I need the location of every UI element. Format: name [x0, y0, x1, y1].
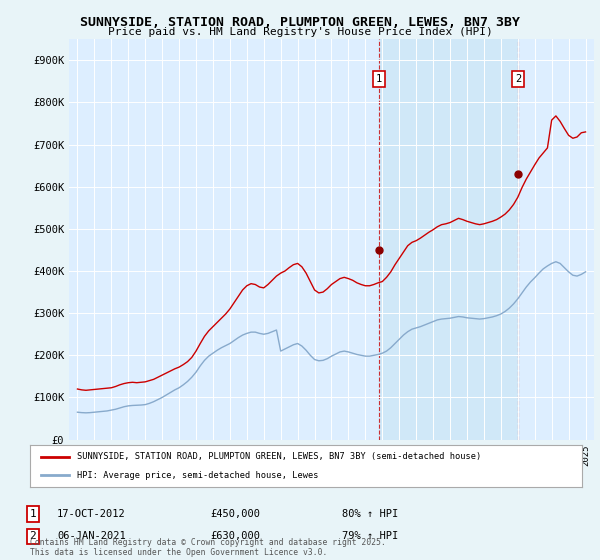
Text: SUNNYSIDE, STATION ROAD, PLUMPTON GREEN, LEWES, BN7 3BY (semi-detached house): SUNNYSIDE, STATION ROAD, PLUMPTON GREEN,…: [77, 452, 481, 461]
Text: Contains HM Land Registry data © Crown copyright and database right 2025.
This d: Contains HM Land Registry data © Crown c…: [30, 538, 386, 557]
Text: SUNNYSIDE, STATION ROAD, PLUMPTON GREEN, LEWES, BN7 3BY: SUNNYSIDE, STATION ROAD, PLUMPTON GREEN,…: [80, 16, 520, 29]
Text: 1: 1: [376, 74, 382, 84]
Text: HPI: Average price, semi-detached house, Lewes: HPI: Average price, semi-detached house,…: [77, 471, 319, 480]
Text: 80% ↑ HPI: 80% ↑ HPI: [342, 509, 398, 519]
Text: £450,000: £450,000: [210, 509, 260, 519]
Text: 2: 2: [515, 74, 521, 84]
Text: 2: 2: [29, 531, 37, 542]
Text: Price paid vs. HM Land Registry's House Price Index (HPI): Price paid vs. HM Land Registry's House …: [107, 27, 493, 37]
Text: 79% ↑ HPI: 79% ↑ HPI: [342, 531, 398, 542]
Text: £630,000: £630,000: [210, 531, 260, 542]
Text: 06-JAN-2021: 06-JAN-2021: [57, 531, 126, 542]
Bar: [379, 39, 518, 440]
Text: 17-OCT-2012: 17-OCT-2012: [57, 509, 126, 519]
Text: 1: 1: [29, 509, 37, 519]
